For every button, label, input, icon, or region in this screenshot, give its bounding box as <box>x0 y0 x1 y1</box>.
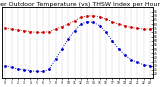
Title: Milwaukee Weather Outdoor Temperature (vs) THSW Index per Hour (Last 24 Hours): Milwaukee Weather Outdoor Temperature (v… <box>0 2 160 7</box>
